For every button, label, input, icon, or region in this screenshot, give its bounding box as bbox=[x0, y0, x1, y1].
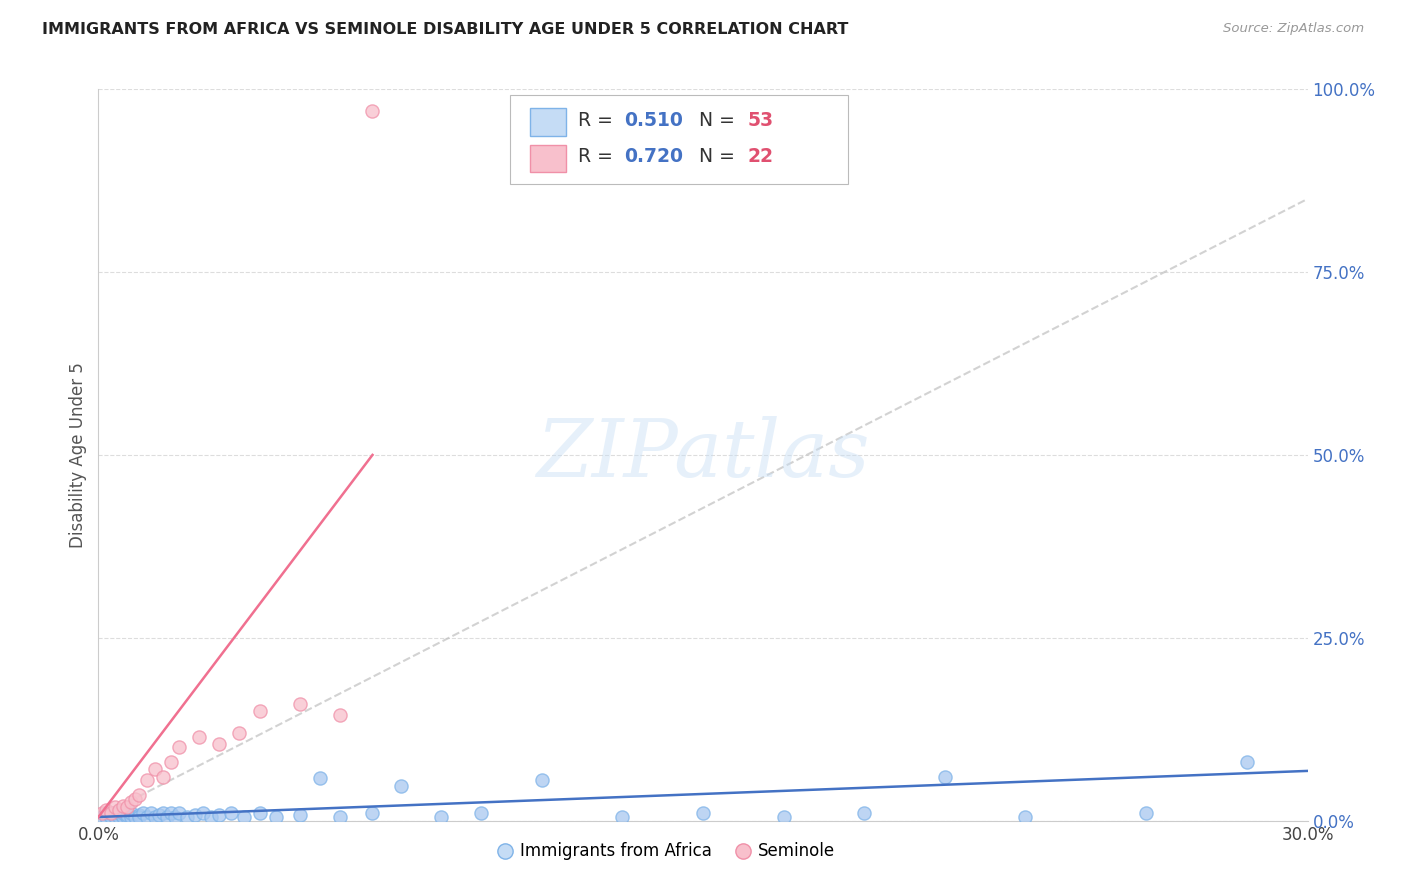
Text: N =: N = bbox=[688, 147, 741, 167]
Point bbox=[329, 707, 352, 722]
Point bbox=[128, 788, 150, 802]
Point bbox=[115, 810, 138, 824]
Point bbox=[470, 806, 492, 821]
Legend: Immigrants from Africa, Seminole: Immigrants from Africa, Seminole bbox=[491, 836, 842, 867]
Point bbox=[193, 806, 215, 821]
Point bbox=[772, 810, 794, 824]
Point bbox=[107, 810, 129, 824]
Point bbox=[1236, 755, 1258, 769]
Point bbox=[430, 810, 453, 824]
Point bbox=[100, 806, 122, 821]
Point bbox=[249, 704, 271, 718]
Point bbox=[1014, 810, 1036, 824]
Point bbox=[124, 791, 146, 805]
Point bbox=[143, 763, 166, 777]
Text: 22: 22 bbox=[748, 147, 773, 167]
Point bbox=[329, 810, 352, 824]
Bar bbox=[530, 145, 567, 172]
Point bbox=[200, 810, 222, 824]
Point bbox=[152, 806, 174, 821]
Point bbox=[124, 810, 146, 824]
Bar bbox=[530, 108, 567, 136]
FancyBboxPatch shape bbox=[509, 95, 848, 185]
Point bbox=[152, 770, 174, 784]
Point bbox=[100, 806, 122, 821]
Text: R =: R = bbox=[578, 111, 619, 129]
Point bbox=[132, 806, 155, 821]
Text: N =: N = bbox=[688, 111, 741, 129]
Point bbox=[111, 799, 134, 814]
Point bbox=[139, 806, 162, 821]
Text: 53: 53 bbox=[748, 111, 773, 129]
Point bbox=[228, 726, 250, 740]
Point bbox=[111, 810, 134, 824]
Text: Source: ZipAtlas.com: Source: ZipAtlas.com bbox=[1223, 22, 1364, 36]
Point bbox=[249, 806, 271, 821]
Point bbox=[264, 810, 287, 824]
Point bbox=[103, 810, 125, 824]
Point bbox=[135, 810, 157, 824]
Point bbox=[288, 807, 311, 822]
Point bbox=[120, 806, 142, 821]
Point bbox=[288, 697, 311, 711]
Point bbox=[107, 806, 129, 821]
Point bbox=[232, 810, 254, 824]
Point bbox=[221, 806, 243, 821]
Point bbox=[184, 807, 207, 822]
Point bbox=[160, 755, 183, 769]
Point bbox=[120, 796, 142, 810]
Point bbox=[96, 810, 118, 824]
Point bbox=[143, 810, 166, 824]
Point bbox=[96, 806, 118, 821]
Point bbox=[111, 806, 134, 821]
Text: 0.720: 0.720 bbox=[624, 147, 683, 167]
Point bbox=[103, 800, 125, 814]
Point bbox=[96, 803, 118, 817]
Point bbox=[135, 773, 157, 788]
Text: IMMIGRANTS FROM AFRICA VS SEMINOLE DISABILITY AGE UNDER 5 CORRELATION CHART: IMMIGRANTS FROM AFRICA VS SEMINOLE DISAB… bbox=[42, 22, 849, 37]
Point bbox=[103, 806, 125, 821]
Point bbox=[148, 807, 170, 822]
Point bbox=[389, 779, 412, 793]
Point bbox=[91, 810, 114, 824]
Point bbox=[115, 807, 138, 822]
Point bbox=[208, 737, 231, 751]
Point bbox=[107, 803, 129, 817]
Point bbox=[115, 800, 138, 814]
Point bbox=[530, 773, 553, 788]
Y-axis label: Disability Age Under 5: Disability Age Under 5 bbox=[69, 362, 87, 548]
Text: R =: R = bbox=[578, 147, 619, 167]
Point bbox=[128, 810, 150, 824]
Point bbox=[934, 770, 956, 784]
Point bbox=[91, 806, 114, 821]
Point bbox=[208, 807, 231, 822]
Point bbox=[120, 810, 142, 824]
Text: 0.510: 0.510 bbox=[624, 111, 683, 129]
Point bbox=[128, 807, 150, 822]
Point bbox=[1135, 806, 1157, 821]
Point bbox=[309, 771, 332, 785]
Point bbox=[853, 806, 876, 821]
Point bbox=[692, 806, 714, 821]
Point bbox=[156, 810, 179, 824]
Point bbox=[163, 810, 186, 824]
Point bbox=[361, 806, 384, 821]
Point bbox=[160, 806, 183, 821]
Point bbox=[612, 810, 634, 824]
Point bbox=[361, 104, 384, 119]
Point bbox=[167, 740, 190, 755]
Text: ZIPatlas: ZIPatlas bbox=[536, 417, 870, 493]
Point bbox=[188, 730, 211, 744]
Point bbox=[100, 810, 122, 824]
Point bbox=[167, 806, 190, 821]
Point bbox=[176, 810, 198, 824]
